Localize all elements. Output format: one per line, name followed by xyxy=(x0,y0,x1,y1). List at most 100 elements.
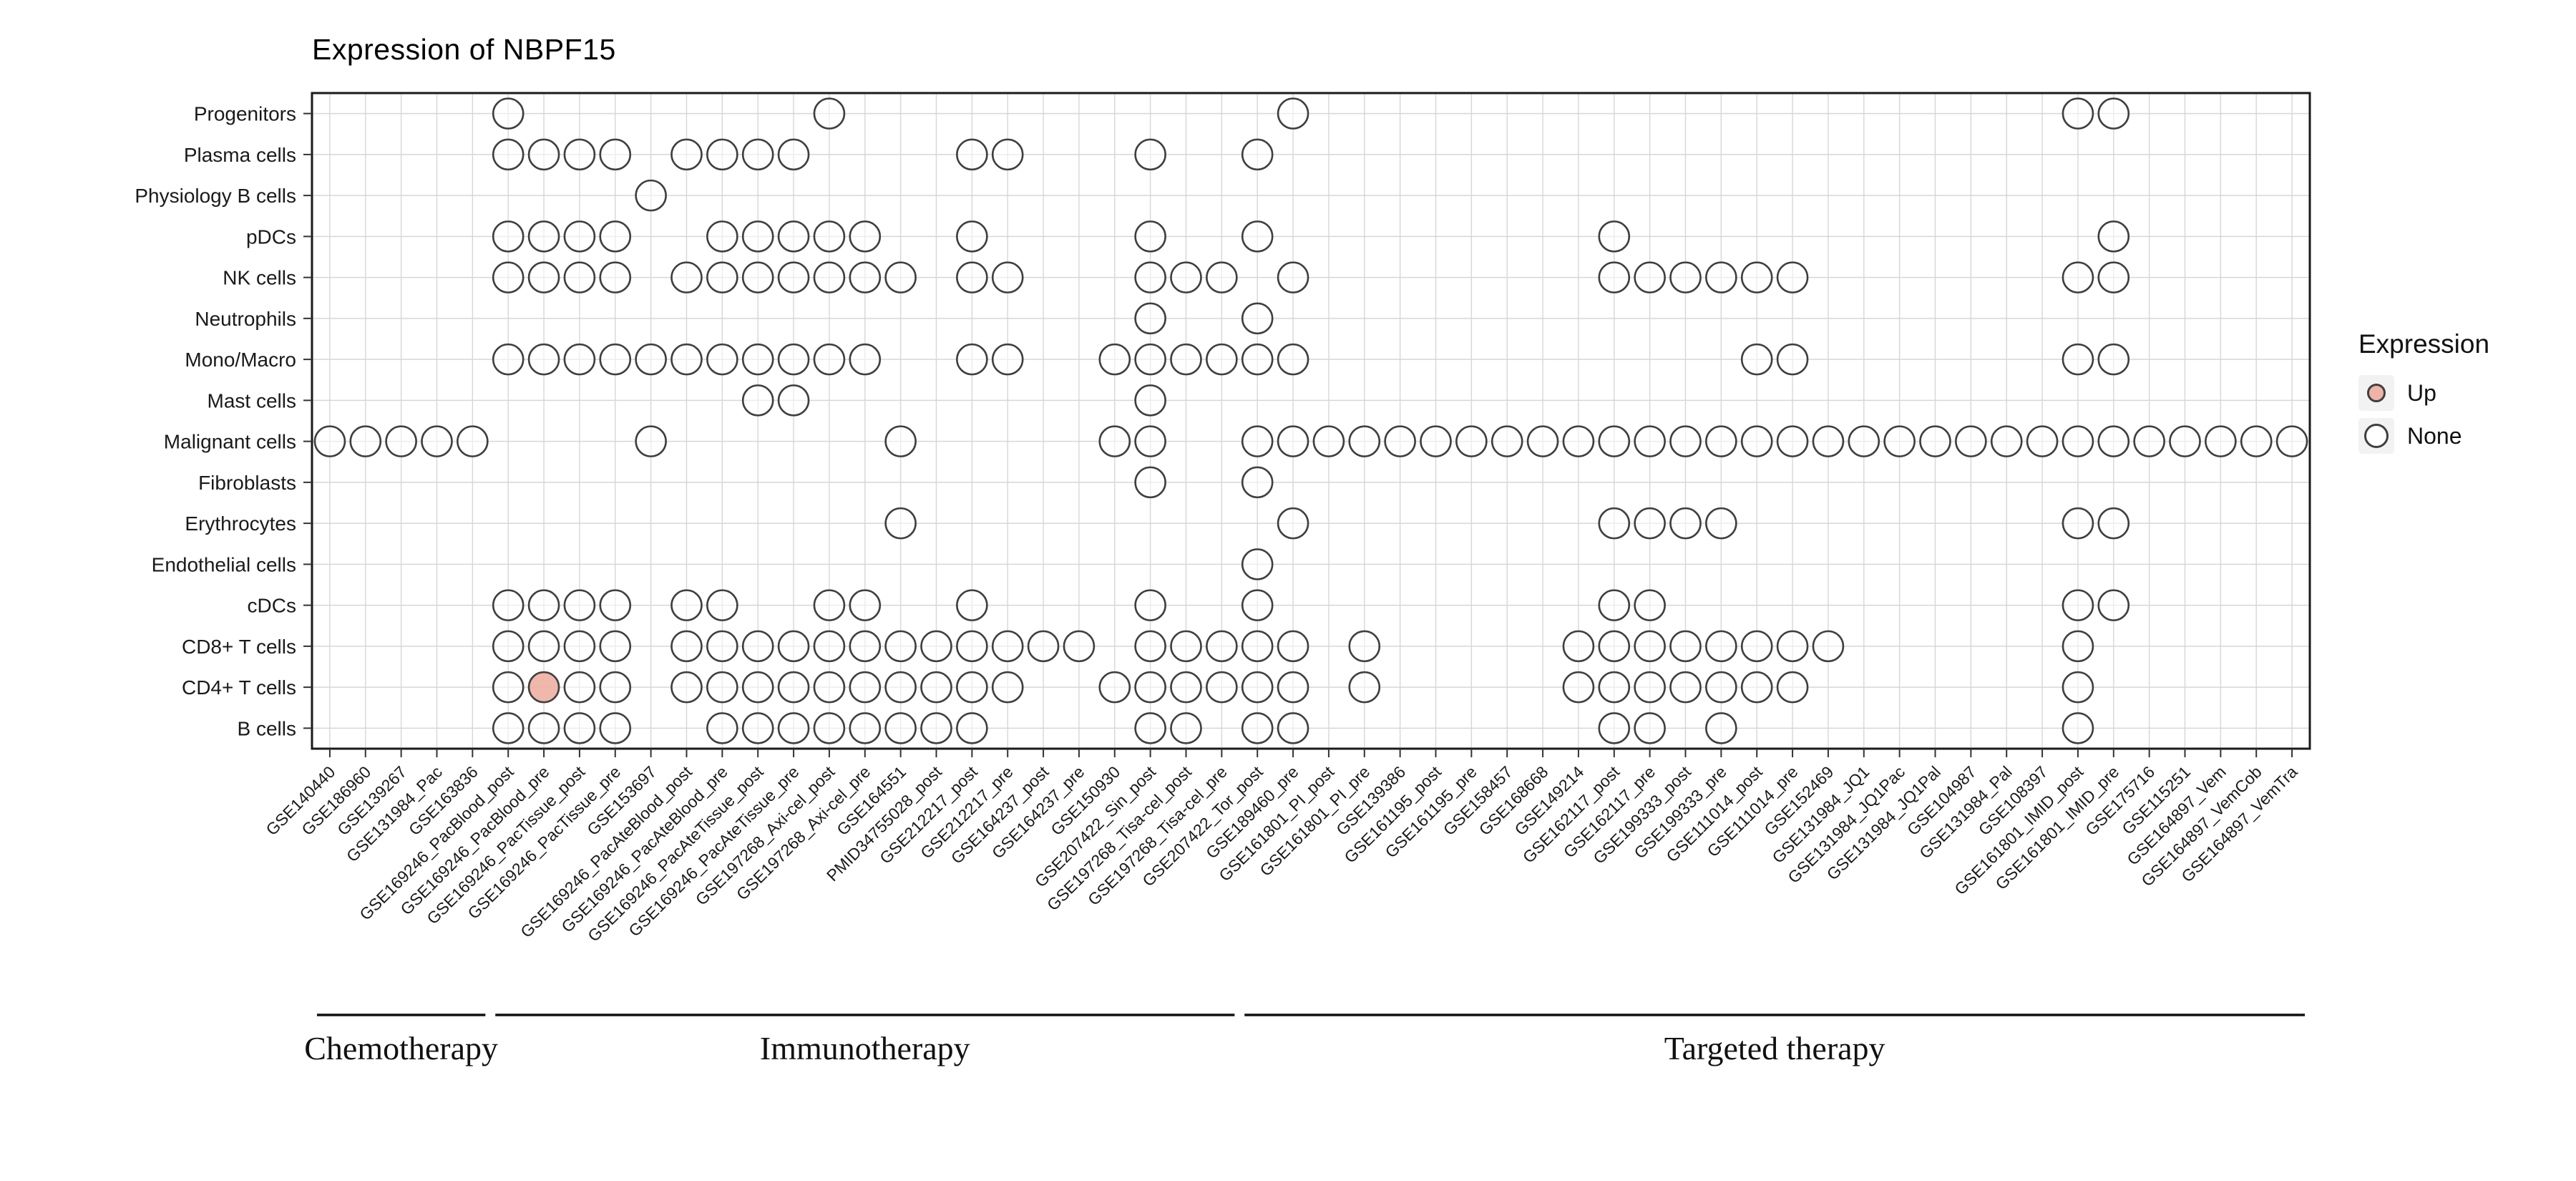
expression-dot-none xyxy=(1598,712,1631,744)
expression-dot-none xyxy=(741,343,774,376)
expression-dot-none xyxy=(563,138,596,171)
expression-dot-none xyxy=(1634,507,1666,540)
expression-dot-none xyxy=(849,261,882,293)
expression-dot-none xyxy=(706,220,738,253)
expression-dot-none xyxy=(777,343,810,376)
expression-dot-none xyxy=(1455,425,1488,457)
expression-dot-none xyxy=(670,671,703,704)
expression-dot-none xyxy=(599,343,632,376)
expression-dot-none xyxy=(1277,261,1309,293)
expression-dot-none xyxy=(1740,425,1773,457)
expression-dot-none xyxy=(2275,425,2308,457)
expression-dot-none xyxy=(813,712,846,744)
expression-dot-none xyxy=(884,671,917,704)
y-axis-label: Physiology B cells xyxy=(135,185,296,207)
expression-dot-none xyxy=(1491,425,1523,457)
expression-dot-none xyxy=(385,425,417,457)
expression-dot-none xyxy=(741,671,774,704)
expression-dot-none xyxy=(563,671,596,704)
expression-dot-none xyxy=(1634,671,1666,704)
expression-dot-none xyxy=(527,712,560,744)
expression-dot-none xyxy=(635,343,667,376)
expression-dot-none xyxy=(563,630,596,663)
legend: Expression Up None xyxy=(2358,329,2489,461)
expression-dot-none xyxy=(920,712,952,744)
y-axis-label: Plasma cells xyxy=(184,144,296,166)
expression-dot-none xyxy=(813,671,846,704)
expression-dot-none xyxy=(635,425,667,457)
expression-dot-none xyxy=(1348,425,1381,457)
expression-dot-none xyxy=(670,589,703,621)
expression-dot-none xyxy=(849,630,882,663)
expression-dot-none xyxy=(1740,343,1773,376)
expression-dot-none xyxy=(956,220,988,253)
expression-dot-none xyxy=(956,589,988,621)
expression-dot-none xyxy=(706,138,738,171)
expression-dot-none xyxy=(1740,671,1773,704)
expression-dot-none xyxy=(1526,425,1559,457)
expression-dot-none xyxy=(527,343,560,376)
expression-dot-none xyxy=(1705,671,1737,704)
expression-dot-none xyxy=(563,343,596,376)
expression-dot-none xyxy=(813,261,846,293)
legend-swatch-up xyxy=(2367,384,2386,402)
therapy-group-label: Targeted therapy xyxy=(1664,1030,1885,1066)
y-axis-label: Erythrocytes xyxy=(185,512,296,535)
expression-dot-none xyxy=(1776,630,1809,663)
expression-dot-up xyxy=(527,671,560,704)
expression-dot-none xyxy=(884,630,917,663)
expression-dot-none xyxy=(1027,630,1060,663)
expression-dot-none xyxy=(563,220,596,253)
expression-dot-none xyxy=(1241,671,1274,704)
expression-dot-none xyxy=(492,261,525,293)
expression-dot-none xyxy=(1134,671,1166,704)
y-axis-label: B cells xyxy=(238,717,296,739)
expression-dot-none xyxy=(527,220,560,253)
legend-key xyxy=(2358,418,2394,454)
expression-dot-none xyxy=(2062,712,2094,744)
expression-dot-none xyxy=(670,261,703,293)
expression-dot-none xyxy=(1562,630,1595,663)
expression-dot-none xyxy=(1634,630,1666,663)
y-axis-label: Neutrophils xyxy=(195,308,296,330)
legend-item: Up xyxy=(2358,375,2489,411)
expression-dot-none xyxy=(527,589,560,621)
expression-dot-none xyxy=(956,138,988,171)
expression-dot-none xyxy=(813,343,846,376)
y-axis-label: Fibroblasts xyxy=(198,472,296,494)
expression-dot-none xyxy=(1206,343,1238,376)
expression-dot-none xyxy=(1241,589,1274,621)
expression-dot-none xyxy=(563,261,596,293)
expression-dot-none xyxy=(741,261,774,293)
expression-dot-none xyxy=(1562,425,1595,457)
expression-dot-none xyxy=(2133,425,2165,457)
expression-dot-none xyxy=(1598,425,1631,457)
expression-dot-none xyxy=(563,712,596,744)
expression-dot-none xyxy=(492,630,525,663)
expression-dot-none xyxy=(1134,343,1166,376)
expression-dot-none xyxy=(1705,712,1737,744)
expression-dot-none xyxy=(1241,630,1274,663)
expression-dot-none xyxy=(1420,425,1452,457)
expression-dot-none xyxy=(1740,630,1773,663)
expression-dot-none xyxy=(956,671,988,704)
expression-dot-none xyxy=(1562,671,1595,704)
expression-dot-none xyxy=(1669,507,1702,540)
expression-dot-none xyxy=(741,220,774,253)
expression-dot-none xyxy=(1170,630,1202,663)
expression-dot-none xyxy=(1634,712,1666,744)
expression-dot-none xyxy=(1848,425,1880,457)
expression-dot-none xyxy=(492,97,525,130)
therapy-group-label: Chemotherapy xyxy=(304,1030,498,1066)
expression-dot-none xyxy=(920,630,952,663)
expression-dot-none xyxy=(599,671,632,704)
expression-dot-none xyxy=(849,343,882,376)
expression-dot-none xyxy=(1241,712,1274,744)
expression-dot-none xyxy=(527,630,560,663)
expression-dot-none xyxy=(706,712,738,744)
expression-dot-none xyxy=(599,630,632,663)
expression-dot-none xyxy=(1598,261,1631,293)
expression-dot-none xyxy=(1883,425,1916,457)
expression-dot-none xyxy=(563,589,596,621)
